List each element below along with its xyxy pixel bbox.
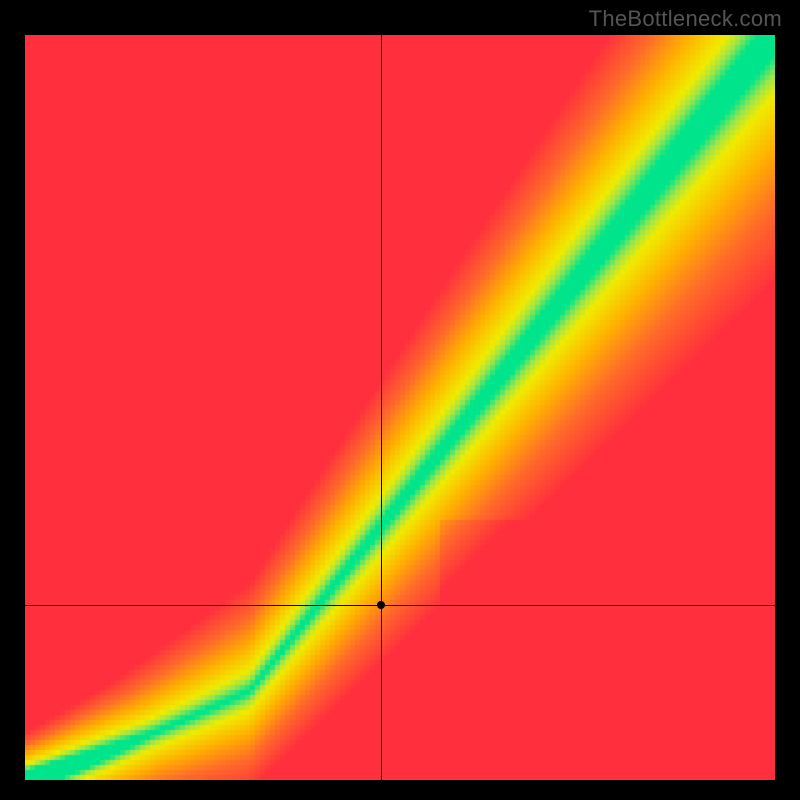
crosshair-horizontal (25, 605, 775, 606)
watermark-text: TheBottleneck.com (589, 6, 782, 32)
heatmap-canvas (25, 35, 775, 780)
crosshair-dot (377, 601, 385, 609)
crosshair-vertical (381, 35, 382, 780)
plot-area (25, 35, 775, 780)
chart-frame: TheBottleneck.com (0, 0, 800, 800)
